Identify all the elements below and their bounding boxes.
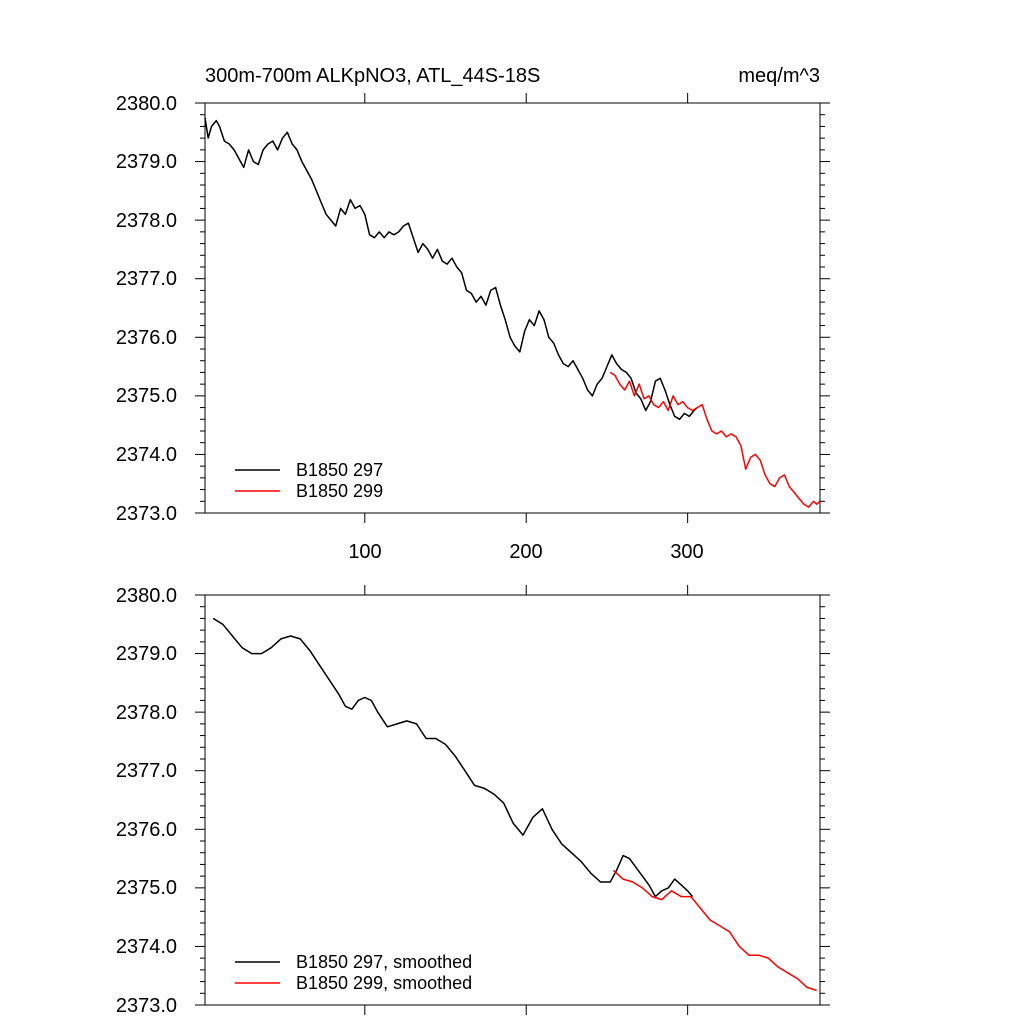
y-tick-label: 2373.0 <box>116 995 177 1017</box>
legend-label: B1850 297, smoothed <box>296 952 472 972</box>
y-tick-label: 2373.0 <box>116 503 177 525</box>
legend-label: B1850 299, smoothed <box>296 973 472 993</box>
y-tick-label: 2380.0 <box>116 93 177 115</box>
top-chart-panel: 300m-700m ALKpNO3, ATL_44S-18S meq/m^3 2… <box>116 65 830 563</box>
x-tick-label: 300 <box>670 541 703 563</box>
y-tick-label: 2374.0 <box>116 936 177 958</box>
top-legend: B1850 297 B1850 299 <box>235 460 383 501</box>
series-line-red <box>609 371 821 508</box>
legend-label: B1850 299 <box>296 481 383 501</box>
y-tick-label: 2377.0 <box>116 268 177 290</box>
series-line-black <box>204 117 698 421</box>
y-tick-label: 2379.0 <box>116 151 177 173</box>
bottom-legend: B1850 297, smoothed B1850 299, smoothed <box>235 952 472 993</box>
y-tick-label: 2378.0 <box>116 210 177 232</box>
top-series-lines <box>204 117 821 508</box>
units-label: meq/m^3 <box>738 65 820 87</box>
y-tick-label: 2375.0 <box>116 385 177 407</box>
top-axis-ticks <box>195 93 830 523</box>
y-tick-label: 2376.0 <box>116 819 177 841</box>
chart-title: 300m-700m ALKpNO3, ATL_44S-18S <box>205 65 540 87</box>
y-tick-label: 2378.0 <box>116 702 177 724</box>
y-tick-label: 2380.0 <box>116 585 177 607</box>
top-plot-frame <box>204 102 821 514</box>
y-tick-label: 2379.0 <box>116 643 177 665</box>
x-tick-label: 200 <box>509 541 542 563</box>
series-line-black <box>212 617 694 898</box>
y-tick-label: 2374.0 <box>116 444 177 466</box>
y-tick-label: 2377.0 <box>116 760 177 782</box>
y-tick-label: 2376.0 <box>116 327 177 349</box>
y-tick-label: 2375.0 <box>116 877 177 899</box>
bottom-series-lines <box>212 617 818 992</box>
bottom-chart-panel: 2380.0 2379.0 2378.0 2377.0 2376.0 2375.… <box>116 585 830 1017</box>
bottom-axis-ticks <box>195 585 830 1015</box>
x-tick-label: 100 <box>348 541 381 563</box>
bottom-plot-frame <box>204 594 821 1006</box>
legend-label: B1850 297 <box>296 460 383 480</box>
series-line-red <box>612 869 818 992</box>
